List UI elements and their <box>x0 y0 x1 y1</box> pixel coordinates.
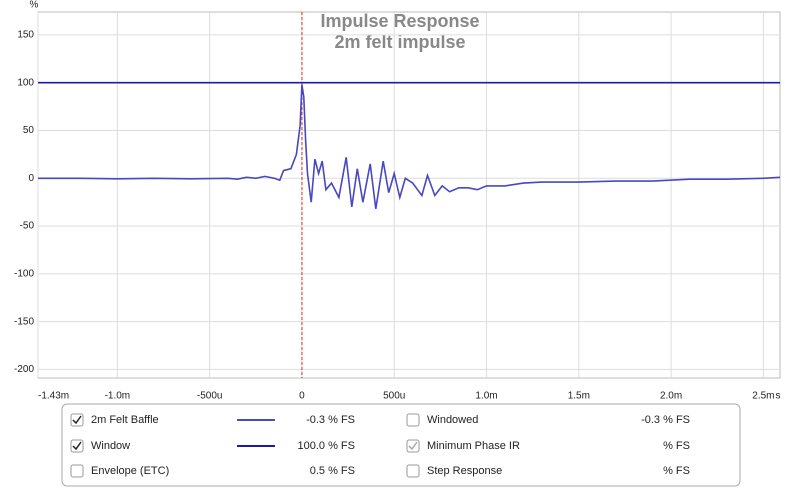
check-mark <box>408 441 418 451</box>
x-tick-label: 500u <box>383 391 405 402</box>
chart-title: Impulse Response <box>320 11 479 31</box>
x-tick-label: 2.5m <box>752 391 774 402</box>
checkbox[interactable] <box>70 464 84 478</box>
panel-reading: -0.3 % FS <box>641 414 690 426</box>
panel-name: Step Response <box>427 465 502 477</box>
y-tick-label: -100 <box>14 268 34 279</box>
x-tick-label: -1.0m <box>105 391 131 402</box>
panel-name: Minimum Phase IR <box>427 440 520 452</box>
checkbox[interactable] <box>406 413 420 427</box>
checkbox[interactable] <box>406 464 420 478</box>
y-unit: % <box>30 0 39 11</box>
series-line <box>38 84 781 210</box>
x-tick-label: -500u <box>197 391 223 402</box>
x-unit: s <box>776 391 781 402</box>
legend-name: 2m Felt Baffle <box>91 414 159 426</box>
y-tick-label: -150 <box>14 316 34 327</box>
checkbox[interactable] <box>406 439 420 453</box>
chart-subtitle: 2m felt impulse <box>334 32 465 52</box>
y-tick-label: -50 <box>20 221 35 232</box>
y-tick-label: 150 <box>17 30 34 41</box>
panel-name: Windowed <box>427 414 478 426</box>
legend-name: Window <box>91 440 130 452</box>
panel-reading: % FS <box>663 465 690 477</box>
legend-reading: 100.0 % FS <box>298 440 355 452</box>
panel-name: Envelope (ETC) <box>91 465 169 477</box>
check-mark <box>72 415 82 425</box>
legend-panel <box>61 403 741 487</box>
x-tick-label: 0 <box>299 391 305 402</box>
checkbox[interactable] <box>70 413 84 427</box>
check-mark <box>72 441 82 451</box>
x-tick-label: 2.0m <box>660 391 682 402</box>
x-tick-label: 1.0m <box>475 391 497 402</box>
panel-reading: % FS <box>663 440 690 452</box>
y-tick-label: 50 <box>23 125 35 136</box>
legend-reading: -0.3 % FS <box>306 414 355 426</box>
plot-area <box>37 11 781 379</box>
x-tick-label: 1.5m <box>568 391 590 402</box>
y-tick-label: 100 <box>17 77 34 88</box>
checkbox[interactable] <box>70 439 84 453</box>
panel-reading: 0.5 % FS <box>310 465 355 477</box>
y-tick-label: -200 <box>14 364 34 375</box>
y-tick-label: 0 <box>28 173 34 184</box>
x-tick-label: -1.43m <box>38 391 69 402</box>
